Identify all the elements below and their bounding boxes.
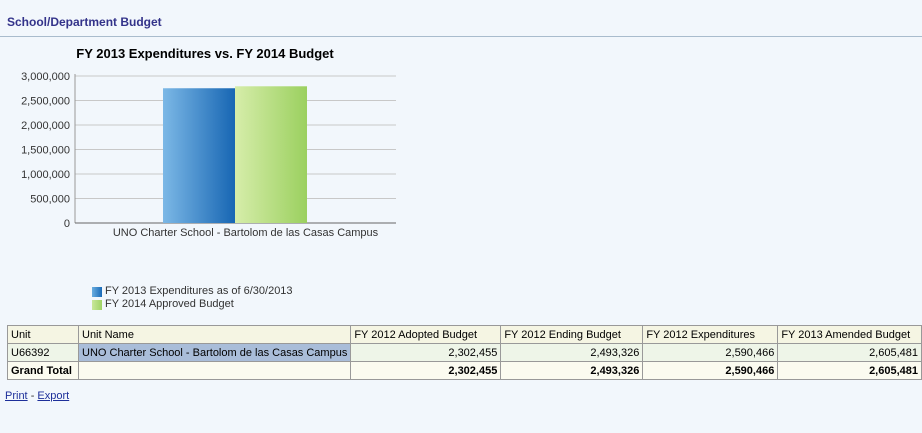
table-cell: Grand Total [7,361,79,380]
budget-chart: FY 2013 Expenditures vs. FY 2014 Budget 0… [0,40,420,310]
export-link[interactable]: Export [37,390,70,402]
table-cell[interactable]: UNO Charter School - Bartolom de las Cas… [77,343,352,362]
bar [235,86,307,223]
column-header[interactable]: FY 2013 Amended Budget [777,325,922,344]
chart-svg: FY 2013 Expenditures vs. FY 2014 Budget 0… [21,46,396,239]
y-tick-label: 1,000,000 [21,169,70,181]
table-cell: 2,493,326 [500,361,644,380]
table-cell: 2,302,455 [350,343,502,362]
column-header[interactable]: FY 2012 Adopted Budget [350,325,502,344]
table-cell: 2,590,466 [642,343,779,362]
table-cell [77,361,352,380]
legend-label: FY 2013 Expenditures as of 6/30/2013 [105,285,293,297]
column-header[interactable]: FY 2012 Expenditures [642,325,779,344]
legend-label: FY 2014 Approved Budget [105,298,234,310]
chart-legend: FY 2013 Expenditures as of 6/30/2013 FY … [92,285,293,311]
table-cell: U66392 [7,343,79,362]
chart-title: FY 2013 Expenditures vs. FY 2014 Budget [76,46,334,61]
grand-total-row: Grand Total 2,302,455 2,493,326 2,590,46… [7,361,922,380]
x-tick-label: UNO Charter School - Bartolom de las Cas… [113,227,379,239]
y-tick-label: 2,500,000 [21,96,70,108]
table-header-row: Unit Unit Name FY 2012 Adopted Budget FY… [7,325,922,344]
report-links: Print - Export [5,390,69,402]
table-cell: 2,605,481 [777,343,922,362]
y-tick-label: 3,000,000 [21,71,70,83]
legend-swatch-green [92,299,102,310]
legend-item-budget: FY 2014 Approved Budget [92,298,293,311]
legend-item-expenditures: FY 2013 Expenditures as of 6/30/2013 [92,285,293,298]
column-header[interactable]: Unit [7,325,79,344]
bar [163,88,235,223]
column-header[interactable]: FY 2012 Ending Budget [500,325,644,344]
legend-swatch-blue [92,286,102,297]
table-row: U66392 UNO Charter School - Bartolom de … [7,343,922,362]
y-tick-label: 500,000 [30,194,70,206]
column-header[interactable]: Unit Name [77,325,352,344]
section-title: School/Department Budget [7,15,162,29]
y-tick-label: 2,000,000 [21,120,70,132]
table-cell: 2,302,455 [350,361,502,380]
print-link[interactable]: Print [5,390,28,402]
table-cell: 2,493,326 [500,343,644,362]
y-tick-label: 1,500,000 [21,145,70,157]
y-tick-label: 0 [64,218,70,230]
budget-table: Unit Unit Name FY 2012 Adopted Budget FY… [7,325,922,380]
table-cell: 2,590,466 [642,361,779,380]
section-header: School/Department Budget [0,0,922,37]
link-separator: - [30,390,35,402]
table-cell: 2,605,481 [777,361,922,380]
